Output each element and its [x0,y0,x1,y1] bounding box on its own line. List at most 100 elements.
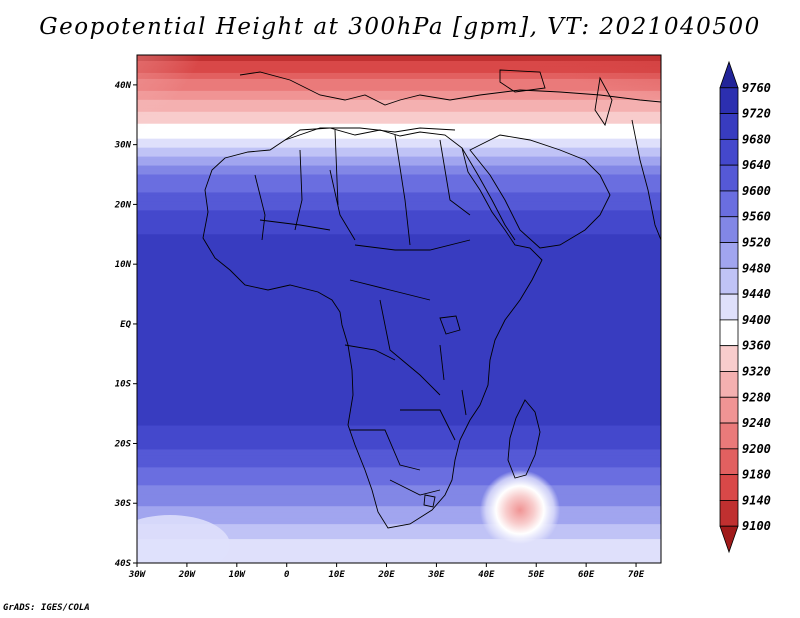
height-band [137,383,661,388]
plot-frame [136,54,662,564]
height-band [137,198,661,203]
lake-tanganyika [439,344,445,381]
height-band [137,282,661,286]
height-band [137,219,661,223]
lat-tick-label: 10S [115,380,132,390]
coastlines-and-borders [202,69,661,529]
height-band [137,279,661,283]
height-band [137,273,661,277]
height-band [137,548,661,552]
height-band [137,353,661,358]
height-band [137,452,661,457]
height-band [137,317,661,322]
arabian-peninsula-coastline [469,134,611,249]
red-sea-coast [461,147,516,241]
height-band [137,473,661,477]
height-band [137,135,661,140]
height-band [137,347,661,352]
lon-tick-label: 70E [628,570,645,580]
height-band [137,288,661,292]
height-band [137,515,661,519]
height-band [137,455,661,460]
height-band [137,66,661,71]
height-band [137,180,661,185]
low-centre-feature [480,470,560,550]
height-band [137,356,661,361]
colorbar-label: 9440 [742,287,771,301]
colorbar-segment [719,242,739,269]
height-band [137,446,661,451]
height-band [137,506,661,510]
colorbar-label: 9360 [742,339,771,353]
height-band [137,365,661,370]
height-band [137,144,661,149]
height-band [137,479,661,483]
height-band [137,123,661,128]
height-band [137,147,661,152]
lesotho-border [423,494,436,508]
height-band [137,81,661,86]
plot-area [137,55,661,563]
height-contour-bands [137,55,661,563]
colorbar-segment [719,164,739,192]
colorbar-label: 9760 [742,81,771,95]
height-band [137,111,661,116]
southwest-light-area [137,515,230,563]
height-band [137,395,661,400]
height-band [137,362,661,367]
height-band [137,234,661,238]
border-west-africa [254,149,356,241]
height-band [137,261,661,265]
height-band [137,410,661,415]
height-band [137,183,661,188]
height-band [137,374,661,379]
height-band [137,141,661,146]
height-band [137,291,661,295]
lon-tick-label: 40E [478,570,495,580]
height-band [137,90,661,95]
height-band [137,69,661,74]
height-band [137,237,661,241]
height-band [137,105,661,110]
height-band [137,126,661,131]
height-band [137,512,661,516]
height-band [137,434,661,439]
height-band [137,407,661,412]
height-band [137,530,661,534]
height-band [137,258,661,262]
height-band [137,210,661,214]
height-band [137,368,661,373]
colorbar-segment [719,319,739,347]
colorbar-label: 9100 [742,519,771,533]
lake-malawi [461,389,467,416]
lon-tick-label: 20E [377,570,395,580]
height-band [137,213,661,217]
axis-ticks: 30W 20W 10W 0 10E 20E 30E 40E 50E 60E 70E 40N 30N 20N… [114,81,645,580]
height-band [137,500,661,504]
height-band [137,246,661,250]
northwest-low-shading [137,55,227,165]
height-band [137,476,661,480]
height-band [137,264,661,268]
height-band [137,437,661,442]
colorbar-segment [719,500,739,527]
colorbar-segment [719,216,739,243]
lat-tick-label: 30N [114,141,132,151]
height-band [137,201,661,206]
height-band [137,72,661,77]
lon-tick-label: 0 [284,570,290,580]
madagascar-coastline [507,399,541,479]
height-band [137,252,661,256]
lon-tick-label: 10W [229,570,247,580]
height-band [137,108,661,113]
height-band [137,509,661,513]
grads-credit: GrADS: IGES/COLA [3,603,90,613]
europe-coastline [239,71,661,106]
height-band [137,392,661,397]
height-band [137,99,661,104]
height-band [137,57,661,62]
lat-tick-label: 20N [114,200,132,210]
colorbar-label: 9280 [742,390,771,404]
colorbar-segment [719,138,739,166]
height-band [137,413,661,418]
